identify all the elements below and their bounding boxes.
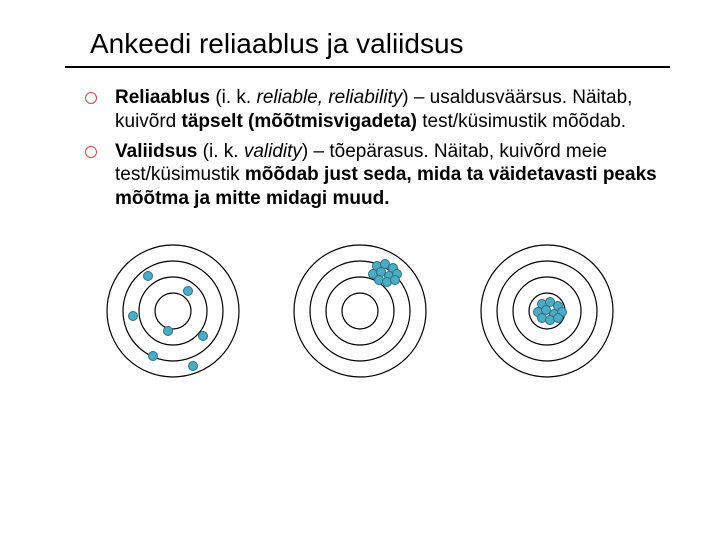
target-dot	[144, 271, 153, 280]
target-dot	[189, 361, 198, 370]
target-ring	[139, 277, 207, 345]
title-underline	[65, 66, 670, 68]
bullet-text-segment: Valiidsus	[115, 141, 197, 162]
bullet-text-segment: validity	[244, 141, 302, 162]
bullet-text-segment: (i. k.	[210, 87, 256, 108]
bullet-text-segment: (i. k.	[197, 141, 243, 162]
target-ring	[107, 245, 239, 377]
bullet-text-segment: reliable, reliability	[257, 87, 403, 108]
target-dot	[129, 311, 138, 320]
target-diagram	[285, 236, 435, 386]
target-ring	[123, 261, 223, 361]
bullet-list: Reliaablus (i. k. reliable, reliability)…	[50, 86, 670, 211]
target-diagram	[98, 236, 248, 386]
target-dot	[184, 286, 193, 295]
slide-title: Ankeedi reliaablus ja valiidsus	[50, 28, 670, 60]
bullet-text-segment: test/küsimustik mõõdab.	[417, 111, 626, 132]
target-ring	[155, 293, 191, 329]
target-diagram	[472, 236, 622, 386]
target-dot	[390, 275, 399, 284]
target-diagrams	[50, 236, 670, 386]
target-dot	[164, 326, 173, 335]
bullet-text-segment: Reliaablus	[115, 87, 210, 108]
bullet-text-segment: täpselt (mõõtmisvigadeta)	[182, 111, 417, 132]
target-ring	[342, 293, 378, 329]
bullet-item: Valiidsus (i. k. validity) – tõepärasus.…	[85, 140, 670, 211]
target-dot	[199, 331, 208, 340]
bullet-item: Reliaablus (i. k. reliable, reliability)…	[85, 86, 670, 134]
target-ring	[294, 245, 426, 377]
target-ring	[326, 277, 394, 345]
target-dot	[553, 313, 562, 322]
target-dot	[149, 351, 158, 360]
